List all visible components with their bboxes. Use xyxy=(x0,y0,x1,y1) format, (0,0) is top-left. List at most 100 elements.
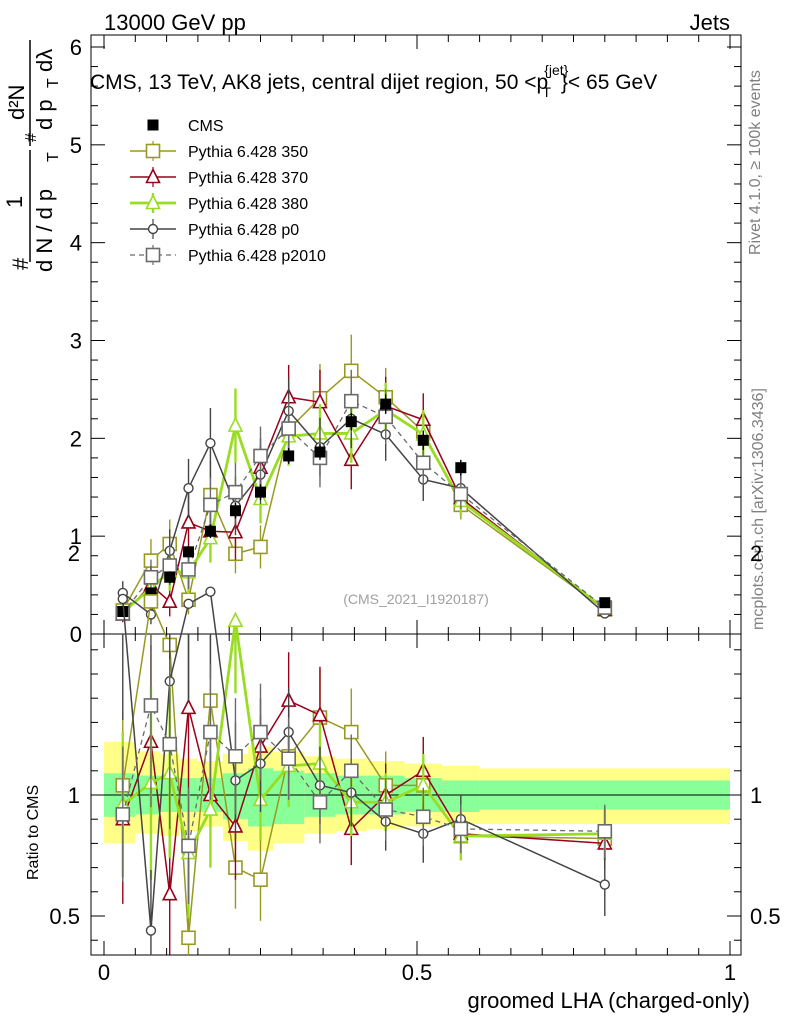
ratio-y-tick-label-right: 1 xyxy=(750,783,762,808)
series-line-p370 xyxy=(122,396,606,615)
ratio-point-p0 xyxy=(205,586,216,597)
ylabel-t1: T xyxy=(45,152,62,162)
point-p380 xyxy=(227,416,244,432)
ratio-point-p2010 xyxy=(253,724,268,740)
point-p2010 xyxy=(453,486,469,502)
legend-marker-cms xyxy=(147,119,159,131)
ylabel-hash2: # xyxy=(23,133,40,142)
point-cms xyxy=(599,597,611,609)
legend-label-p380: Pythia 6.428 380 xyxy=(188,196,308,213)
point-p2010 xyxy=(281,421,296,436)
point-p2010 xyxy=(415,455,431,471)
ratio-point-p0 xyxy=(145,925,157,936)
ratio-y-tick-label-right: 2 xyxy=(750,541,762,566)
ratio-point-p2010 xyxy=(203,724,218,740)
legend-marker-p350 xyxy=(145,143,161,159)
ratio-point-p2010 xyxy=(415,809,431,825)
ratio-line-p2010 xyxy=(122,703,605,846)
ratio-point-p2010 xyxy=(281,751,296,767)
ylabel-one: 1 xyxy=(2,196,27,208)
ratio-point-p2010 xyxy=(453,821,469,837)
y-tick-label: 6 xyxy=(70,35,82,60)
point-p350 xyxy=(253,539,268,555)
side-label-mcplots: mcplots.cern.ch [arXiv:1306.3436] xyxy=(750,388,767,630)
legend-label-p2010: Pythia 6.428 p2010 xyxy=(188,248,326,265)
point-cms xyxy=(455,462,467,474)
legend-marker-p380 xyxy=(145,193,161,210)
side-label-rivet: Rivet 4.1.0, ≥ 100k events xyxy=(747,70,764,255)
y-tick-label: 2 xyxy=(70,426,82,451)
point-p2010 xyxy=(343,393,359,409)
ratio-point-p2010 xyxy=(597,823,613,839)
point-p0 xyxy=(183,483,194,494)
ratio-point-p2010 xyxy=(143,698,159,713)
y-tick-label: 3 xyxy=(70,329,82,354)
point-cms xyxy=(345,416,357,428)
ratio-point-p380 xyxy=(202,800,219,816)
point-cms xyxy=(314,446,326,458)
ratio-point-p2010 xyxy=(162,736,178,752)
ylabel-main: # 1 d N / d p T # d²N d p T dλ xyxy=(2,40,62,272)
point-cms xyxy=(283,450,295,462)
legend-marker-p0 xyxy=(147,223,159,235)
point-cms xyxy=(417,434,429,446)
ratio-point-p370 xyxy=(180,698,197,715)
header-process: Jets xyxy=(690,10,730,35)
point-cms xyxy=(164,571,176,583)
ratio-y-tick-label: 1 xyxy=(68,783,80,808)
ratio-point-p2010 xyxy=(115,807,131,822)
y-tick-label: 5 xyxy=(70,133,82,158)
ylabel-dn: d N / d p xyxy=(32,189,57,272)
ratio-y-tick-label-right: 0.5 xyxy=(750,904,781,929)
ratio-point-p380 xyxy=(227,611,244,628)
ratio-point-p2010 xyxy=(181,838,196,854)
ratio-point-p0 xyxy=(599,879,610,890)
point-p2010 xyxy=(228,484,243,500)
ylabel-dlambda: dλ xyxy=(32,49,57,72)
ratio-y-tick-label: 2 xyxy=(68,541,80,566)
ratio-point-p0 xyxy=(183,598,194,610)
point-cms xyxy=(145,587,157,599)
x-tick-label: 0.5 xyxy=(402,960,433,985)
ratio-point-p370 xyxy=(161,884,178,901)
point-p2010 xyxy=(162,558,178,573)
point-p2010 xyxy=(143,569,159,585)
point-p370 xyxy=(161,592,178,609)
point-p0 xyxy=(205,438,216,449)
ylabel-t2: T xyxy=(45,78,62,88)
ratio-point-p2010 xyxy=(228,748,243,764)
legend-marker-p370 xyxy=(145,167,161,184)
analysis-tag: (CMS_2021_I1920187) xyxy=(343,591,489,607)
x-tick-label: 1 xyxy=(724,960,736,985)
plot-title: CMS, 13 TeV, AK8 jets, central dijet reg… xyxy=(90,62,657,100)
point-cms xyxy=(255,486,266,498)
ratio-plot: 0 0.5 1 0.5 0.5 1 1 2 2 xyxy=(49,541,780,985)
point-p2010 xyxy=(253,448,268,464)
ratio-point-p350 xyxy=(181,930,196,946)
ratio-point-p370 xyxy=(312,705,328,722)
ratio-point-p2010 xyxy=(312,794,328,810)
legend: CMS Pythia 6.428 350 Pythia 6.428 370 Pythi… xyxy=(130,118,326,265)
ratio-line-p0 xyxy=(122,590,606,931)
legend-label-p350: Pythia 6.428 350 xyxy=(188,144,308,161)
legend-label-p0: Pythia 6.428 p0 xyxy=(188,222,299,239)
ratio-point-p350 xyxy=(253,872,268,888)
point-p2010 xyxy=(181,562,196,577)
legend-label-cms: CMS xyxy=(188,118,224,135)
header-energy: 13000 GeV pp xyxy=(104,10,246,35)
xlabel: groomed LHA (charged-only) xyxy=(468,988,750,1013)
ratio-y-tick-label: 0.5 xyxy=(49,904,80,929)
point-cms xyxy=(204,525,216,537)
ratio-point-p2010 xyxy=(343,763,359,779)
ylabel-dpt: d p xyxy=(32,99,57,130)
point-p2010 xyxy=(203,497,218,513)
y-tick-label: 0 xyxy=(70,622,82,647)
ratio-line-p380 xyxy=(121,620,605,858)
ratio-point-p0 xyxy=(117,593,128,605)
ylabel-hash: # xyxy=(8,257,33,270)
series-line-p2010 xyxy=(122,400,606,614)
x-tick-label: 0 xyxy=(98,960,110,985)
legend-marker-p2010 xyxy=(145,247,161,263)
